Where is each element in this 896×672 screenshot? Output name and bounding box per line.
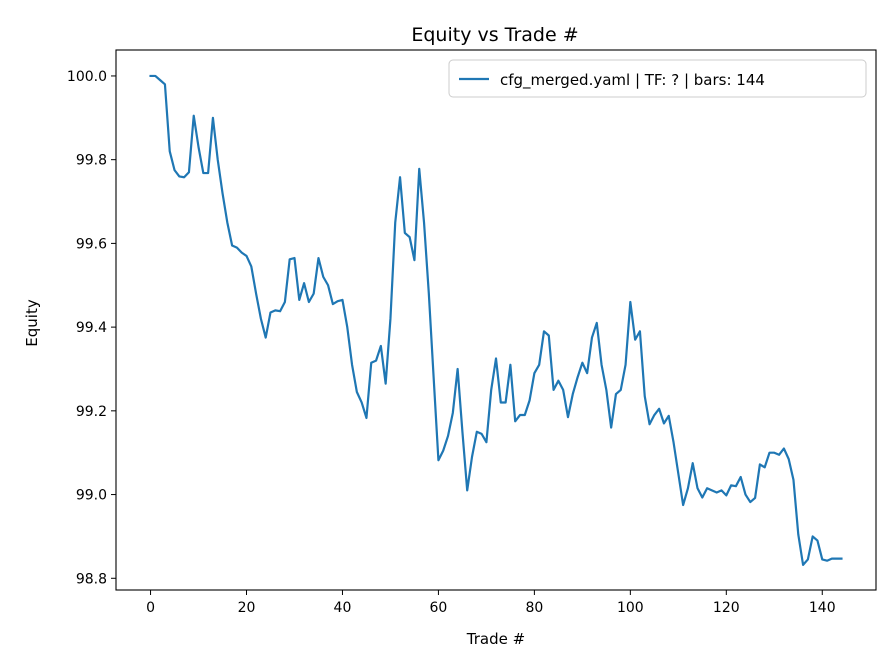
x-axis: 0 20 40 60 80 100 120 140 <box>146 590 836 616</box>
x-tick-label: 120 <box>713 600 740 616</box>
y-tick-label: 99.6 <box>76 236 107 252</box>
y-tick-label: 99.4 <box>76 320 107 336</box>
x-tick-label: 100 <box>617 600 644 616</box>
y-tick-label: 99.8 <box>76 153 107 169</box>
x-tick-label: 60 <box>430 600 448 616</box>
plot-area <box>115 49 877 591</box>
y-axis-label: Equity <box>23 299 41 347</box>
y-tick-label: 99.0 <box>76 488 107 504</box>
series-group <box>149 74 843 566</box>
x-tick-label: 40 <box>334 600 352 616</box>
axes-background <box>116 50 876 590</box>
x-tick-label: 140 <box>809 600 836 616</box>
y-tick-label: 99.2 <box>76 404 107 420</box>
y-tick-label: 100.0 <box>67 69 107 85</box>
legend-frame <box>448 59 867 98</box>
chart-title: Equity vs Trade # <box>411 24 578 46</box>
x-tick-label: 20 <box>238 600 256 616</box>
legend-entry-label: cfg_merged.yaml | TF: ? | bars: 144 <box>500 71 765 90</box>
y-tick-label: 98.8 <box>76 571 107 587</box>
legend: cfg_merged.yaml | TF: ? | bars: 144 <box>448 59 867 98</box>
x-axis-label: Trade # <box>466 630 525 648</box>
axes-frame <box>115 49 877 591</box>
x-tick-label: 80 <box>525 600 543 616</box>
y-axis: 98.8 99.0 99.2 99.4 99.6 99.8 100.0 <box>67 69 116 587</box>
x-tick-label: 0 <box>146 600 155 616</box>
series-line-0 <box>149 74 843 566</box>
